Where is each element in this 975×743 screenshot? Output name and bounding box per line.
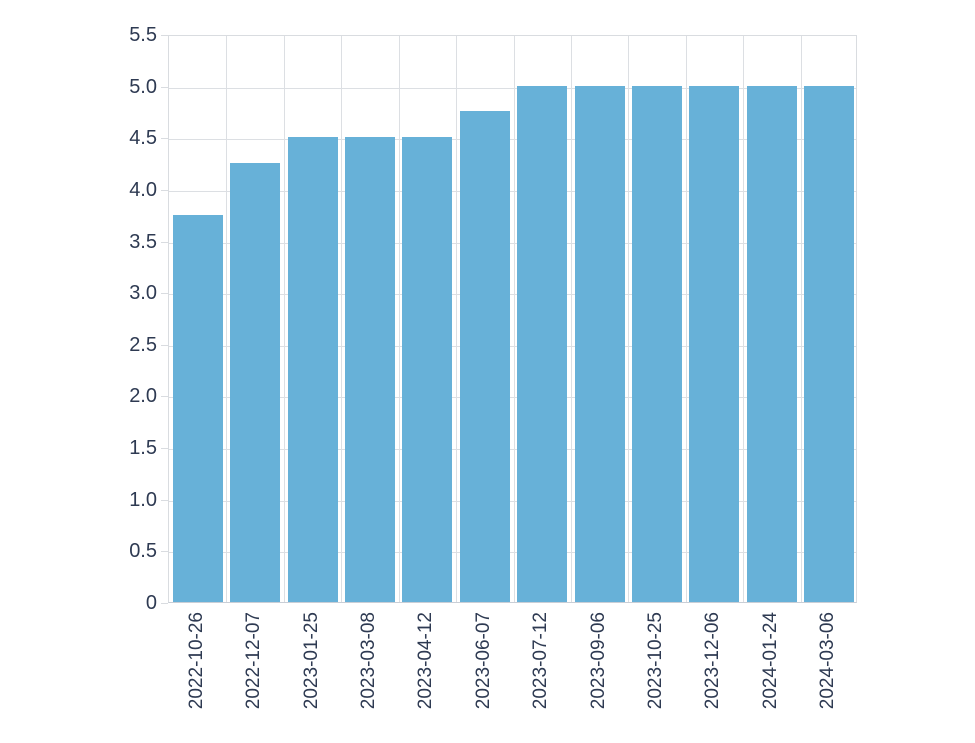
bar-2023-01-25 (287, 137, 338, 602)
x-tick-label: 2023-06-07 (472, 612, 494, 710)
y-tick-label: 1.5 (129, 437, 157, 460)
y-gridline (169, 87, 856, 89)
x-gridline (341, 36, 342, 602)
bar-2024-01-24 (746, 85, 797, 602)
x-gridline (801, 36, 802, 602)
y-gridline (169, 139, 856, 141)
y-tick-label: 5.5 (129, 24, 157, 46)
y-tick-label: 2.5 (129, 333, 157, 356)
x-tick-label: 2022-10-26 (185, 612, 207, 710)
x-gridline (571, 36, 572, 602)
x-gridline (743, 36, 744, 602)
x-gridline (456, 36, 457, 602)
x-tick-label: 2023-12-06 (702, 612, 724, 710)
y-tick-mark (161, 241, 168, 243)
y-tick-mark (161, 499, 168, 501)
x-gridline (628, 36, 629, 602)
bar-2022-10-26 (172, 214, 223, 602)
x-tick-label: 2023-01-25 (300, 612, 322, 710)
y-tick-mark (161, 344, 168, 346)
y-tick-label: 5.0 (129, 75, 157, 98)
y-tick-mark (161, 603, 168, 604)
y-tick-label: 3.0 (129, 282, 157, 305)
y-tick-mark (161, 551, 168, 553)
y-gridline (169, 190, 856, 192)
y-tick-mark (161, 138, 168, 140)
x-gridline (284, 36, 285, 602)
x-tick-label: 2022-12-07 (243, 612, 265, 710)
y-tick-label: 4.0 (129, 178, 157, 201)
x-tick-label: 2023-09-06 (587, 612, 609, 710)
y-gridline (169, 500, 856, 502)
y-tick-mark (161, 86, 168, 88)
x-tick-label: 2024-03-06 (817, 612, 839, 710)
bar-2023-03-08 (344, 137, 395, 602)
y-gridline (169, 552, 856, 554)
bar-2023-07-12 (517, 85, 568, 602)
y-tick-label: 2.0 (129, 385, 157, 408)
x-gridline (686, 36, 687, 602)
y-gridline (169, 345, 856, 347)
y-tick-label: 0 (145, 592, 157, 614)
y-tick-label: 0.5 (129, 540, 157, 563)
x-tick-label: 2023-03-08 (357, 612, 379, 710)
y-tick-label: 4.5 (129, 127, 157, 150)
y-gridline (169, 294, 856, 296)
y-tick-mark (161, 448, 168, 450)
y-tick-label: 3.5 (129, 230, 157, 253)
bar-2023-09-06 (574, 85, 625, 602)
y-gridline (169, 242, 856, 244)
x-tick-label: 2023-04-12 (415, 612, 437, 710)
y-tick-mark (161, 293, 168, 295)
bar-2022-12-07 (230, 163, 281, 602)
y-tick-mark (161, 396, 168, 398)
y-tick-label: 1.0 (129, 488, 157, 511)
y-tick-mark (161, 35, 168, 36)
y-gridline (169, 397, 856, 399)
bar-2024-03-06 (804, 85, 855, 602)
x-tick-label: 2023-07-12 (530, 612, 552, 710)
bar-2023-12-06 (689, 85, 740, 602)
x-tick-label: 2023-10-25 (645, 612, 667, 710)
bar-2023-10-25 (632, 85, 683, 602)
y-gridline (169, 449, 856, 451)
bar-2023-04-12 (402, 137, 453, 602)
y-tick-mark (161, 189, 168, 191)
x-tick-label: 2024-01-24 (759, 612, 781, 710)
x-gridline (226, 36, 227, 602)
x-gridline (514, 36, 515, 602)
plot-area (168, 35, 857, 603)
x-gridline (399, 36, 400, 602)
bar-2023-06-07 (459, 111, 510, 602)
